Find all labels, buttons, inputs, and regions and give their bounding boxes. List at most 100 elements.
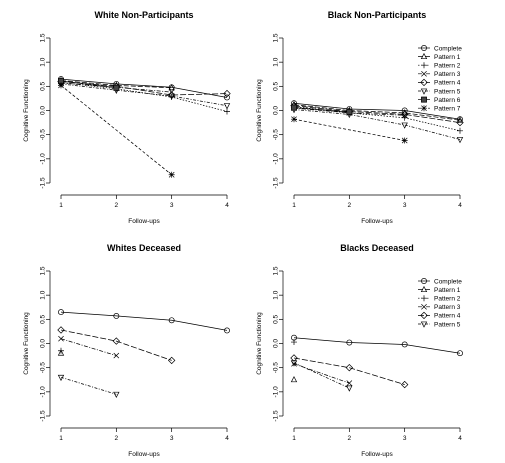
chart-panel-2: Black Non-Participants -1.5 -1.0 -0.5 0.0 0.5… [256, 10, 464, 225]
x-tick-label: 3 [403, 202, 407, 209]
y-tick-label: 1.0 [40, 57, 47, 66]
series-line [60, 85, 172, 176]
data-point [223, 103, 231, 110]
legend-marker [420, 285, 428, 293]
y-tick-label: -1.5 [40, 177, 47, 189]
series-line [293, 118, 405, 141]
data-point [58, 335, 64, 342]
series-pattern-3 [291, 360, 353, 386]
data-point [223, 89, 231, 98]
data-point [457, 127, 463, 134]
legend-marker [421, 105, 427, 112]
y-tick-label: 0.5 [40, 81, 47, 90]
y-tick-label: -1.0 [40, 386, 47, 398]
series-pattern-2 [291, 339, 297, 346]
data-point [57, 326, 65, 334]
series-pattern-7 [291, 116, 408, 144]
data-point [113, 313, 120, 319]
series-line [293, 105, 461, 123]
series-pattern-1 [57, 349, 65, 356]
legend-marker [421, 96, 427, 103]
y-tick-label: 0.5 [273, 314, 280, 323]
series-line [60, 78, 228, 98]
chart-panel-3: Whites Deceased -1.5 -1.0 -0.5 0.0 0.5 1.0 1.5 1… [23, 243, 230, 458]
series-pattern-5 [290, 360, 353, 392]
series-pattern-4 [57, 326, 176, 365]
series-line [60, 80, 117, 89]
data-point [57, 374, 65, 382]
series-line [293, 107, 405, 116]
legend-label: Pattern 4 [434, 313, 461, 320]
y-tick-label: 0.0 [273, 106, 280, 115]
series-line [60, 329, 172, 361]
series-pattern-2 [58, 347, 64, 354]
data-point [456, 137, 464, 144]
legend-label: Pattern 3 [434, 304, 461, 311]
legend-label: Complete [434, 45, 462, 52]
data-point [58, 309, 64, 316]
y-tick-label: 0.0 [40, 106, 47, 115]
y-tick-label: 0.5 [273, 81, 280, 90]
x-tick-label: 4 [225, 202, 229, 209]
series-line [60, 82, 172, 93]
data-point [112, 337, 121, 345]
data-point [167, 356, 176, 365]
series-complete [291, 100, 463, 123]
series-pattern-5 [57, 374, 120, 399]
x-tick-label: 1 [292, 435, 296, 442]
legend-marker [420, 78, 428, 87]
series-line [293, 109, 461, 140]
data-point [457, 350, 463, 357]
legend-label: Pattern 5 [434, 321, 461, 328]
x-tick-label: 3 [170, 435, 174, 442]
series-line [293, 357, 405, 385]
y-tick-label: -0.5 [273, 129, 280, 141]
series-pattern-3 [58, 335, 120, 359]
legend-label: Pattern 6 [434, 97, 461, 104]
y-tick-label: 0.0 [40, 339, 47, 348]
y-tick-label: -1.5 [40, 410, 47, 422]
data-point [456, 116, 464, 123]
data-point [346, 108, 353, 115]
x-tick-label: 4 [458, 435, 462, 442]
legend-label: Pattern 3 [434, 71, 461, 78]
data-point [168, 84, 175, 91]
y-axis-label: Cognitive Functioning [256, 312, 263, 375]
data-point [346, 339, 353, 346]
data-point [290, 360, 298, 367]
legend-label: Pattern 4 [434, 80, 461, 87]
series-pattern-2 [58, 79, 230, 115]
y-tick-label: 1.0 [40, 290, 47, 299]
y-tick-label: -1.0 [273, 153, 280, 165]
series-line [60, 338, 117, 356]
data-point [345, 363, 354, 372]
series-pattern-7 [58, 82, 175, 178]
data-point [401, 137, 408, 144]
series-line [60, 376, 117, 395]
x-axis-label: Follow-ups [361, 218, 393, 225]
series-line [293, 363, 350, 384]
data-point [113, 84, 120, 91]
legend-marker [420, 88, 428, 95]
legend-label: Pattern 2 [434, 296, 461, 303]
y-axis-label: Cognitive Functioning [23, 312, 30, 375]
y-tick-label: -0.5 [40, 362, 47, 374]
y-tick-label: -0.5 [40, 129, 47, 141]
x-tick-label: 3 [170, 202, 174, 209]
x-tick-label: 3 [403, 435, 407, 442]
x-axis-label: Follow-ups [128, 218, 160, 225]
y-axis-label: Cognitive Functioning [256, 79, 263, 142]
legend-label: Pattern 7 [434, 106, 461, 113]
x-tick-label: 1 [59, 202, 63, 209]
y-tick-label: -1.5 [273, 177, 280, 189]
data-point [400, 110, 409, 119]
series-line [60, 83, 228, 107]
y-tick-label: 0.5 [40, 314, 47, 323]
chart-panel-1: White Non-Participants -1.5 -1.0 -0.5 0.0 0.5… [23, 10, 231, 225]
chart-panel-4: Blacks Deceased -1.5 -1.0 -0.5 0.0 0.5 1.0 1.5 1… [256, 243, 463, 458]
series-pattern-6 [58, 78, 120, 91]
x-tick-label: 2 [115, 435, 119, 442]
legend-marker [421, 295, 427, 302]
